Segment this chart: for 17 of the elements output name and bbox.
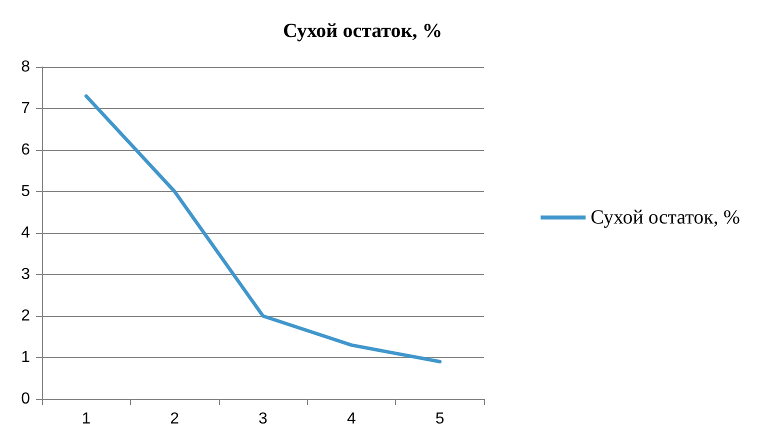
y-tick-label: 4 [21, 224, 30, 242]
x-tick-label: 3 [258, 410, 268, 428]
x-tick-label: 4 [346, 410, 356, 428]
y-tick-label: 0 [21, 390, 30, 408]
x-tick-label: 1 [82, 410, 91, 428]
y-tick-label: 2 [21, 308, 30, 324]
x-tick-label: 2 [170, 410, 180, 428]
y-tick-label: 7 [21, 100, 30, 117]
chart-title: Сухой остаток, % [283, 20, 442, 42]
y-tick-label: 3 [21, 266, 30, 283]
y-tick-label: 8 [21, 58, 30, 76]
x-tick-label: 5 [435, 410, 444, 428]
y-tick-label: 6 [21, 142, 30, 158]
legend-label: Сухой остаток, % [590, 206, 740, 228]
y-tick-label: 1 [21, 349, 30, 366]
line-series [84, 94, 442, 364]
y-tick-label: 5 [21, 183, 30, 200]
